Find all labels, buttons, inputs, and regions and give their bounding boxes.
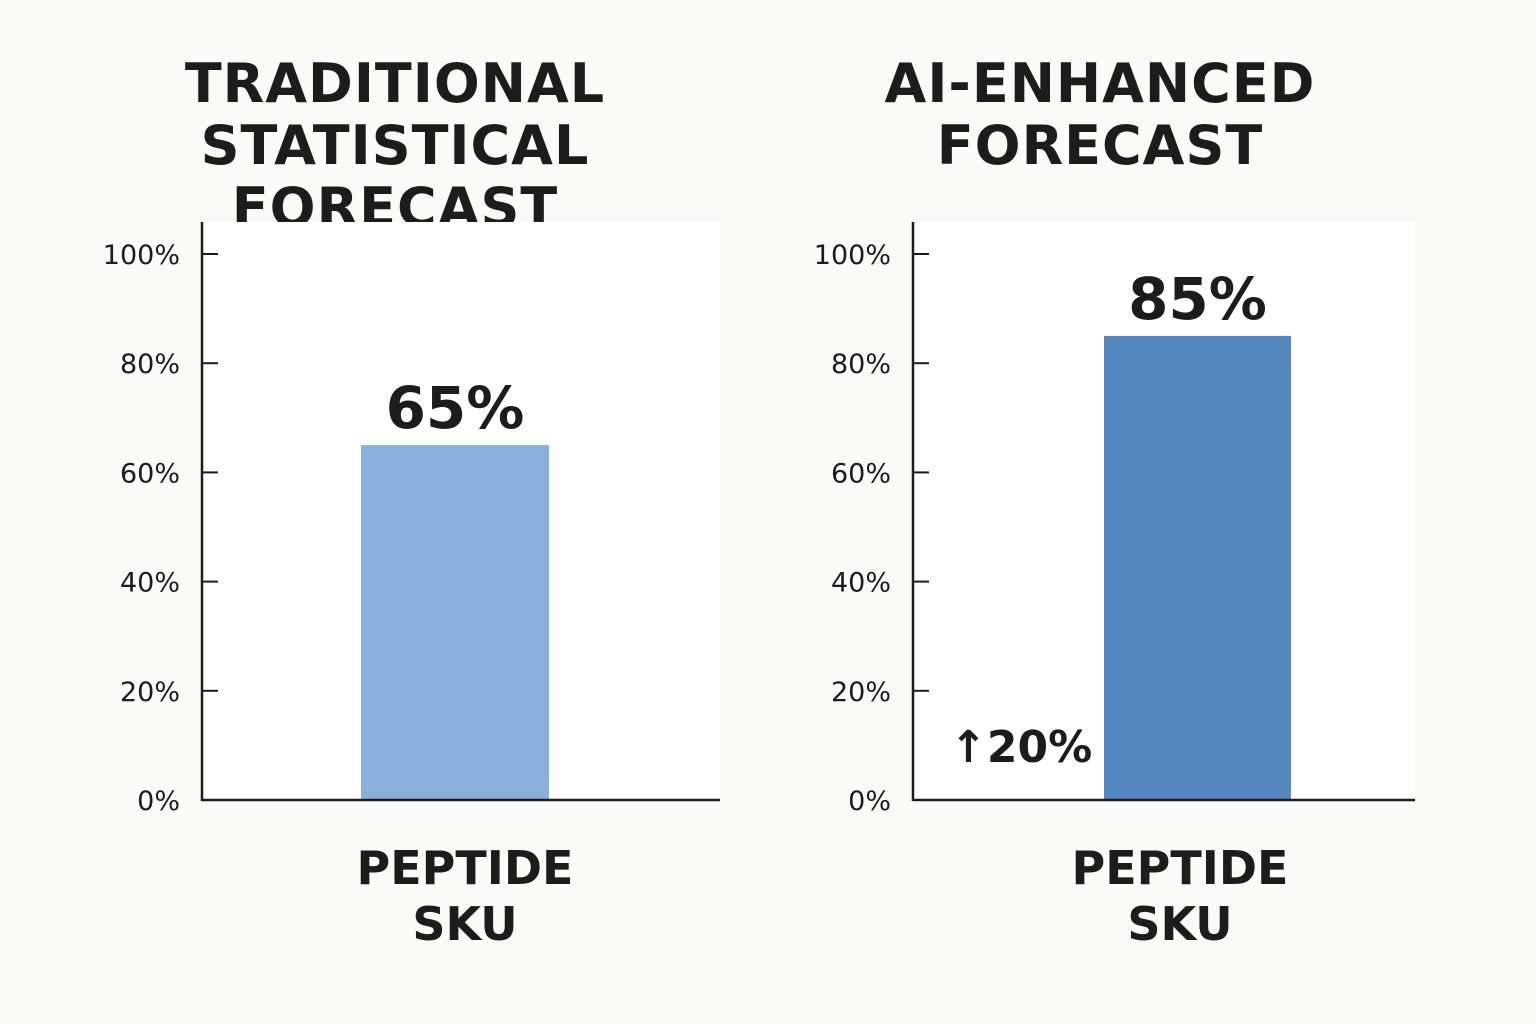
y-tick-label: 40% xyxy=(120,568,180,599)
category-label: SKU xyxy=(1127,897,1232,951)
y-tick-label: 60% xyxy=(120,458,180,489)
chart-title-ai-enhanced: AI-ENHANCED FORECAST xyxy=(800,53,1400,177)
y-tick-label: 0% xyxy=(848,786,891,817)
y-tick-label: 60% xyxy=(831,458,891,489)
y-tick-label: 100% xyxy=(814,240,891,271)
data-label: 85% xyxy=(1128,265,1267,333)
y-tick-label: 40% xyxy=(831,568,891,599)
chart-title-traditional: TRADITIONAL STATISTICAL FORECAST xyxy=(40,53,750,239)
category-label: PEPTIDE xyxy=(1072,841,1289,895)
y-tick-label: 100% xyxy=(103,240,180,271)
y-tick-label: 20% xyxy=(831,677,891,708)
y-tick-label: 80% xyxy=(831,349,891,380)
y-tick-label: 0% xyxy=(137,786,180,817)
y-tick-label: 20% xyxy=(120,677,180,708)
category-label: SKU xyxy=(412,897,517,951)
chart-title-line: TRADITIONAL xyxy=(184,52,606,115)
improvement-annotation: ↑20% xyxy=(950,722,1092,773)
y-tick-label: 80% xyxy=(120,349,180,380)
bar-ai-enhanced xyxy=(1104,335,1291,800)
chart-title-line: AI-ENHANCED xyxy=(884,52,1316,115)
bar-traditional xyxy=(361,445,549,800)
category-label: PEPTIDE xyxy=(357,841,574,895)
chart-title-line: FORECAST xyxy=(936,114,1264,177)
data-label: 65% xyxy=(386,374,525,442)
